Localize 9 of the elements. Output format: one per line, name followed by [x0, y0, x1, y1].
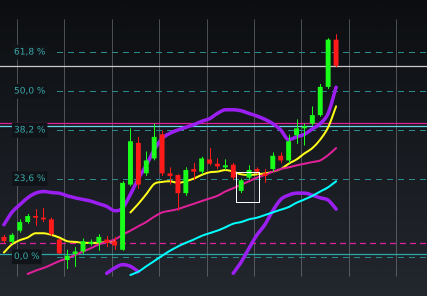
y-tick-label: 38,2 % [14, 126, 46, 136]
y-tick-label: 50,0 % [14, 86, 46, 97]
y-tick-label: 23,6 % [14, 174, 46, 184]
y-tick-label: 61,8 % [14, 48, 46, 58]
line-series [2, 86, 338, 226]
y-tick-label: 0,0 % [14, 252, 40, 262]
candlestick [41, 208, 46, 222]
candlestick [215, 158, 220, 170]
line-series [129, 180, 338, 276]
